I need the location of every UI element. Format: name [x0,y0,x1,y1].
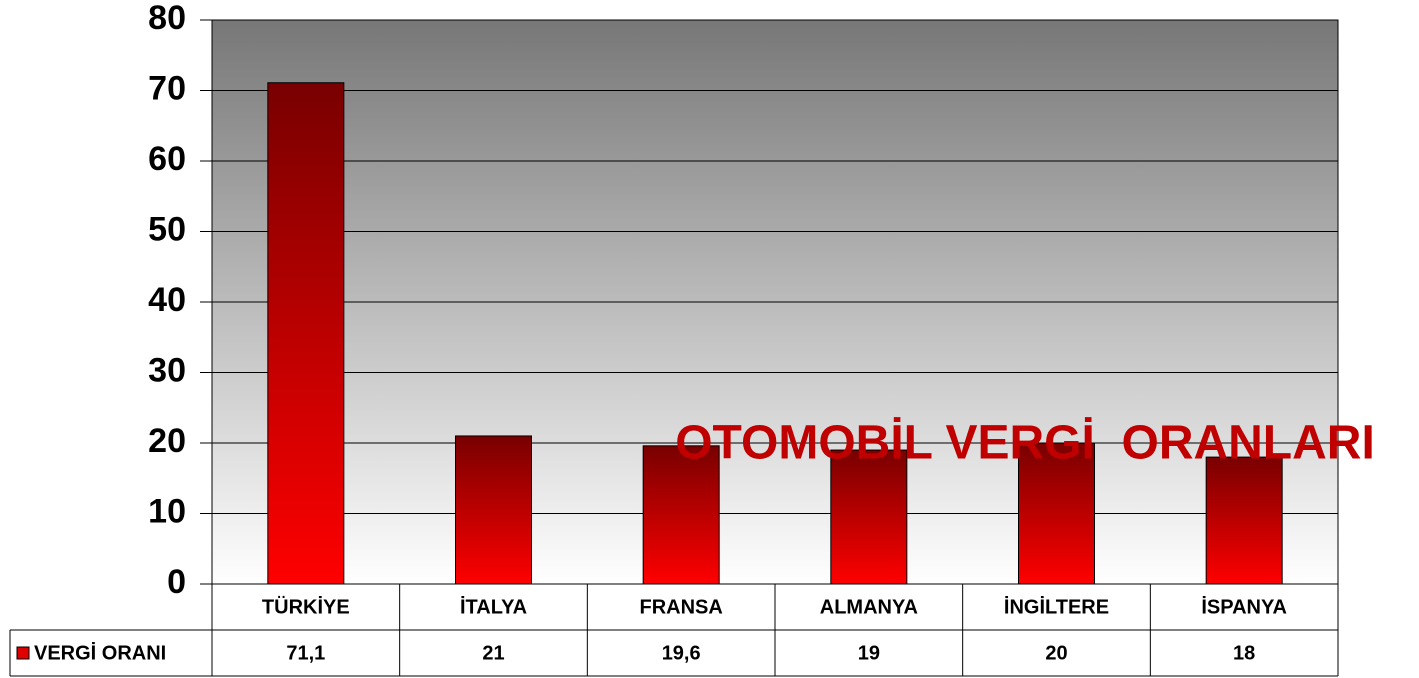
x-tick-label: İSPANYA [1201,595,1287,618]
legend-label: VERGİ ORANI [34,641,166,664]
value-label: 19 [858,642,880,664]
bar [1018,442,1095,585]
value-label: 71,1 [286,642,325,664]
chart-title: OTOMOBİL VERGİ ORANLARI [675,417,1375,470]
y-tick-label: 70 [148,69,186,107]
x-tick-label: TÜRKİYE [262,595,350,618]
y-tick-label: 80 [148,0,186,37]
y-tick-label: 0 [167,563,186,601]
bar [1205,456,1283,585]
value-label: 18 [1233,642,1255,664]
y-tick-label: 20 [148,422,186,460]
value-label: 21 [482,642,504,664]
x-tick-label: İTALYA [460,595,527,618]
x-tick-label: İNGİLTERE [1004,595,1109,618]
y-tick-label: 30 [148,351,186,389]
bar [830,449,908,585]
y-tick-label: 60 [148,140,186,178]
bar [455,435,532,585]
legend-marker [16,646,30,660]
y-tick-label: 40 [148,281,186,319]
value-label: 19,6 [662,642,701,664]
bar [642,445,720,585]
bar [267,82,345,585]
x-tick-label: ALMANYA [820,596,918,618]
y-tick-label: 10 [148,492,186,530]
y-tick-label: 50 [148,210,186,248]
value-label: 20 [1045,642,1067,664]
x-tick-label: FRANSA [639,596,722,618]
